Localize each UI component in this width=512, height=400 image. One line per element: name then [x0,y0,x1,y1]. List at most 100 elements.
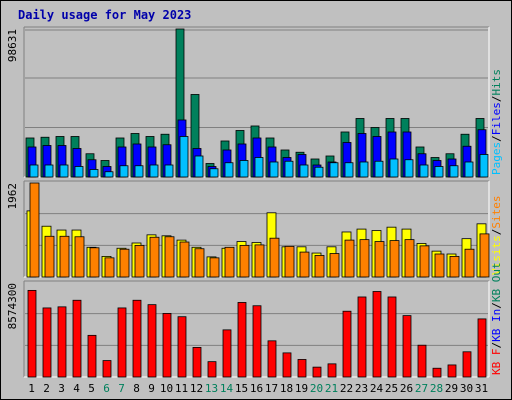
bar-kb-8 [132,299,142,378]
bar-kb-21 [327,363,337,378]
bar-sites-4 [74,236,85,278]
bar-pages-31 [479,154,489,178]
legend-kb-part: / [490,342,503,349]
bar-pages-9 [149,164,159,178]
bar-kb-25 [387,296,397,378]
bar-kb-27 [417,344,427,378]
x-label-24: 24 [370,382,384,395]
bar-kb-31 [477,318,487,378]
bar-sites-9 [149,236,160,278]
bar-kb-5 [87,334,97,378]
y-max-kb: 8574300 [6,283,19,329]
x-label-20: 20 [310,382,323,395]
bar-sites-17 [269,237,280,278]
bar-pages-19 [299,164,309,178]
bar-kb-10 [162,313,172,378]
bar-kb-24 [372,291,382,378]
bar-pages-17 [269,161,279,178]
x-label-21: 21 [325,382,338,395]
legend-kb-part: KB F [490,349,503,376]
bar-kb-26 [402,315,412,378]
bar-sites-6 [104,257,115,278]
legend-hits-files-pages-part: / [490,96,503,103]
bar-kb-6 [102,360,112,378]
bar-sites-22 [344,239,355,278]
bar-pages-25 [389,158,399,178]
bar-sites-27 [419,245,430,278]
bar-sites-30 [464,248,475,278]
bar-kb-7 [117,307,127,378]
bar-kb-12 [192,346,202,378]
legend-kb: KB F/KB In/KB Out [490,262,503,375]
bar-pages-24 [374,160,384,178]
bar-sites-26 [404,239,415,278]
legend-kb-part: / [490,302,503,309]
bar-pages-13 [209,168,219,178]
bar-kb-30 [462,351,472,378]
legend-hits-files-pages-part: Hits [490,69,503,96]
x-label-26: 26 [400,382,413,395]
x-label-10: 10 [160,382,173,395]
bar-pages-4 [74,166,84,178]
bar-sites-18 [284,245,295,278]
legend-visits-sites: Visits/Sites [490,196,503,276]
bar-sites-21 [329,253,340,278]
x-label-15: 15 [235,382,248,395]
bar-kb-29 [447,364,457,378]
legend-visits-sites-part: / [490,229,503,236]
legend-visits-sites-part: Sites [490,196,503,229]
chart-title: Daily usage for May 2023 [18,8,192,22]
bar-kb-28 [432,367,442,378]
y-max-visits: 1962 [6,183,19,210]
bar-kb-19 [297,359,307,378]
legend-visits-sites-part: Visits [490,235,503,275]
bar-pages-15 [239,160,249,178]
x-label-12: 12 [190,382,203,395]
bar-pages-28 [434,166,444,178]
legend-hits-files-pages: Pages/Files/Hits [490,69,503,175]
bar-kb-1 [27,289,37,378]
bar-sites-14 [224,246,235,278]
x-label-16: 16 [250,382,263,395]
bar-pages-11 [179,136,189,178]
bar-sites-11 [179,241,190,278]
bar-kb-22 [342,310,352,378]
bar-pages-21 [329,162,339,178]
x-label-25: 25 [385,382,398,395]
legend-kb-part: KB In [490,309,503,342]
x-label-30: 30 [460,382,473,395]
legend-kb-part: KB Out [490,262,503,302]
bar-pages-18 [284,160,294,178]
bar-kb-17 [267,340,277,378]
legend-hits-files-pages-part: / [490,135,503,142]
bar-kb-2 [42,307,52,378]
bar-sites-16 [254,244,265,278]
bar-kb-14 [222,329,232,378]
bar-sites-25 [389,240,400,278]
bar-kb-15 [237,302,247,378]
bar-pages-23 [359,161,369,178]
x-label-17: 17 [265,382,278,395]
x-label-14: 14 [220,382,234,395]
x-label-11: 11 [175,382,188,395]
bar-sites-2 [44,235,55,278]
x-label-27: 27 [415,382,428,395]
bar-pages-8 [134,165,144,178]
bar-kb-20 [312,366,322,378]
bar-pages-3 [59,164,69,178]
bar-pages-5 [89,169,99,178]
bar-pages-2 [44,164,54,178]
bar-pages-14 [224,162,234,178]
legend-hits-files-pages-part: Pages [490,142,503,175]
bar-sites-1 [29,182,40,278]
bar-kb-9 [147,304,157,378]
x-label-9: 9 [148,382,155,395]
bar-sites-7 [119,248,130,278]
x-label-8: 8 [133,382,140,395]
bar-sites-3 [59,235,70,278]
x-label-6: 6 [103,382,110,395]
x-label-19: 19 [295,382,308,395]
x-label-1: 1 [28,382,35,395]
x-label-5: 5 [88,382,95,395]
bar-sites-5 [89,247,100,278]
